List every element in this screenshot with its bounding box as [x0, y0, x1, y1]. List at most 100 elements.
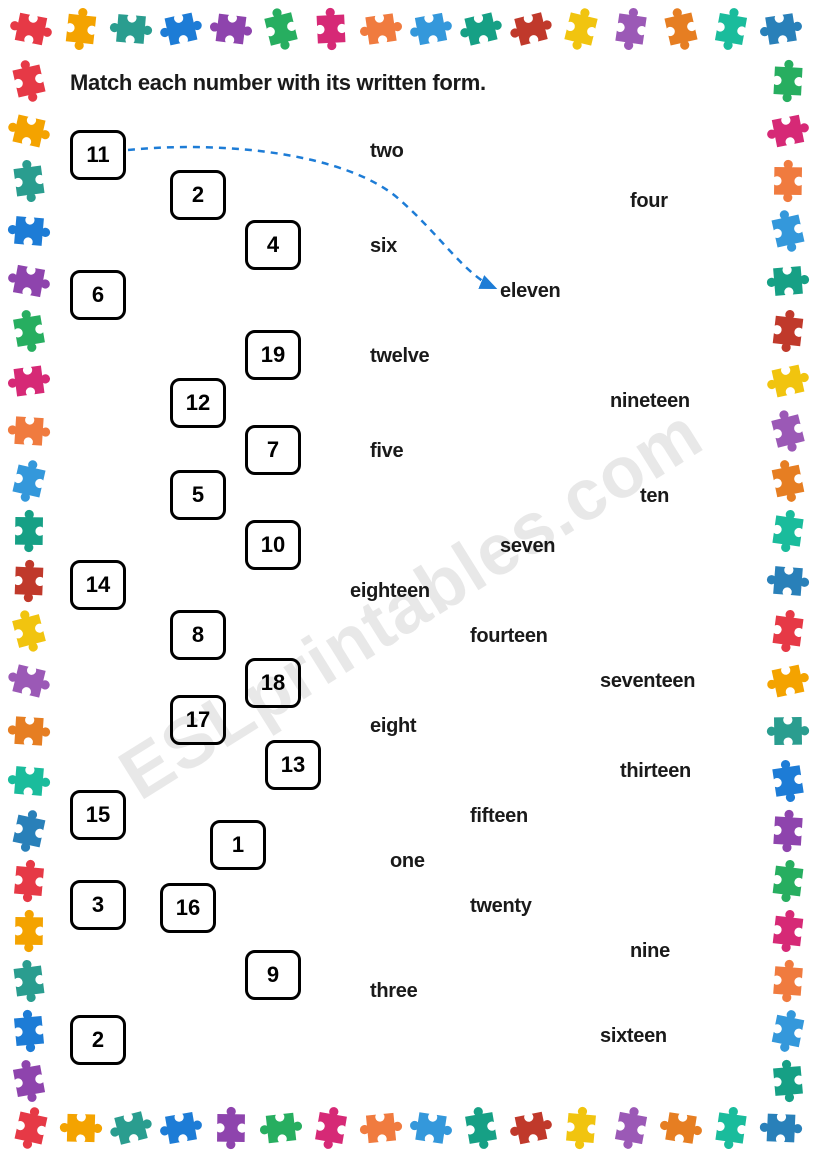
puzzle-piece-icon [358, 1105, 404, 1151]
number-box[interactable]: 14 [70, 560, 126, 610]
puzzle-piece-icon [6, 808, 52, 854]
puzzle-piece-icon [6, 308, 52, 354]
number-box[interactable]: 12 [170, 378, 226, 428]
number-word[interactable]: two [370, 140, 404, 163]
puzzle-piece-icon [258, 6, 304, 52]
puzzle-piece-icon [758, 6, 804, 52]
number-box[interactable]: 19 [245, 330, 301, 380]
number-box[interactable]: 16 [160, 883, 216, 933]
puzzle-piece-icon [765, 108, 811, 154]
puzzle-piece-icon [765, 58, 811, 104]
number-box[interactable]: 10 [245, 520, 301, 570]
puzzle-piece-icon [765, 208, 811, 254]
number-word[interactable]: eleven [500, 280, 560, 303]
number-box[interactable]: 3 [70, 880, 126, 930]
puzzle-piece-icon [458, 6, 504, 52]
puzzle-piece-icon [358, 6, 404, 52]
puzzle-piece-icon [408, 6, 454, 52]
number-box[interactable]: 2 [170, 170, 226, 220]
puzzle-piece-icon [508, 6, 554, 52]
puzzle-piece-icon [208, 6, 254, 52]
puzzle-piece-icon [765, 558, 811, 604]
puzzle-piece-icon [6, 508, 52, 554]
number-box[interactable]: 8 [170, 610, 226, 660]
puzzle-piece-icon [158, 1105, 204, 1151]
puzzle-piece-icon [158, 6, 204, 52]
puzzle-piece-icon [765, 958, 811, 1004]
puzzle-piece-icon [108, 6, 154, 52]
puzzle-piece-icon [6, 458, 52, 504]
number-word[interactable]: one [390, 850, 425, 873]
content-area: Match each number with its written form.… [70, 60, 760, 1100]
puzzle-piece-icon [8, 1105, 54, 1151]
puzzle-piece-icon [408, 1105, 454, 1151]
puzzle-piece-icon [308, 6, 354, 52]
number-word[interactable]: seven [500, 535, 555, 558]
puzzle-piece-icon [608, 1105, 654, 1151]
number-word[interactable]: five [370, 440, 403, 463]
number-word[interactable]: twelve [370, 345, 429, 368]
number-box[interactable]: 17 [170, 695, 226, 745]
number-box[interactable]: 7 [245, 425, 301, 475]
puzzle-piece-icon [6, 758, 52, 804]
puzzle-piece-icon [708, 6, 754, 52]
puzzle-piece-icon [708, 1105, 754, 1151]
puzzle-piece-icon [6, 608, 52, 654]
puzzle-piece-icon [6, 708, 52, 754]
puzzle-piece-icon [765, 258, 811, 304]
puzzle-piece-icon [765, 608, 811, 654]
number-word[interactable]: twenty [470, 895, 532, 918]
puzzle-piece-icon [208, 1105, 254, 1151]
number-box[interactable]: 6 [70, 270, 126, 320]
number-word[interactable]: thirteen [620, 760, 691, 783]
puzzle-piece-icon [765, 1058, 811, 1104]
puzzle-piece-icon [765, 658, 811, 704]
puzzle-piece-icon [765, 708, 811, 754]
number-box[interactable]: 5 [170, 470, 226, 520]
puzzle-piece-icon [6, 858, 52, 904]
puzzle-piece-icon [558, 6, 604, 52]
number-word[interactable]: ten [640, 485, 669, 508]
number-word[interactable]: eight [370, 715, 416, 738]
number-box[interactable]: 4 [245, 220, 301, 270]
puzzle-piece-icon [658, 1105, 704, 1151]
puzzle-piece-icon [508, 1105, 554, 1151]
number-box[interactable]: 2 [70, 1015, 126, 1065]
number-word[interactable]: fifteen [470, 805, 528, 828]
number-box[interactable]: 18 [245, 658, 301, 708]
number-word[interactable]: sixteen [600, 1025, 667, 1048]
number-box[interactable]: 1 [210, 820, 266, 870]
puzzle-piece-icon [58, 1105, 104, 1151]
puzzle-piece-icon [765, 908, 811, 954]
puzzle-piece-icon [6, 658, 52, 704]
puzzle-piece-icon [765, 808, 811, 854]
puzzle-piece-icon [765, 858, 811, 904]
puzzle-piece-icon [608, 6, 654, 52]
puzzle-piece-icon [6, 1058, 52, 1104]
puzzle-piece-icon [6, 358, 52, 404]
puzzle-piece-icon [658, 6, 704, 52]
puzzle-piece-icon [308, 1105, 354, 1151]
number-box[interactable]: 9 [245, 950, 301, 1000]
puzzle-piece-icon [765, 158, 811, 204]
number-word[interactable]: six [370, 235, 397, 258]
number-word[interactable]: fourteen [470, 625, 548, 648]
number-word[interactable]: four [630, 190, 668, 213]
number-word[interactable]: seventeen [600, 670, 695, 693]
number-word[interactable]: three [370, 980, 417, 1003]
number-box[interactable]: 13 [265, 740, 321, 790]
worksheet-page: Match each number with its written form.… [0, 0, 821, 1161]
number-box[interactable]: 15 [70, 790, 126, 840]
number-word[interactable]: eighteen [350, 580, 430, 603]
puzzle-piece-icon [765, 1008, 811, 1054]
puzzle-piece-icon [558, 1105, 604, 1151]
number-word[interactable]: nineteen [610, 390, 690, 413]
puzzle-piece-icon [765, 308, 811, 354]
puzzle-piece-icon [8, 6, 54, 52]
number-box[interactable]: 11 [70, 130, 126, 180]
puzzle-piece-icon [765, 508, 811, 554]
puzzle-piece-icon [765, 358, 811, 404]
puzzle-piece-icon [6, 558, 52, 604]
number-word[interactable]: nine [630, 940, 670, 963]
puzzle-piece-icon [258, 1105, 304, 1151]
